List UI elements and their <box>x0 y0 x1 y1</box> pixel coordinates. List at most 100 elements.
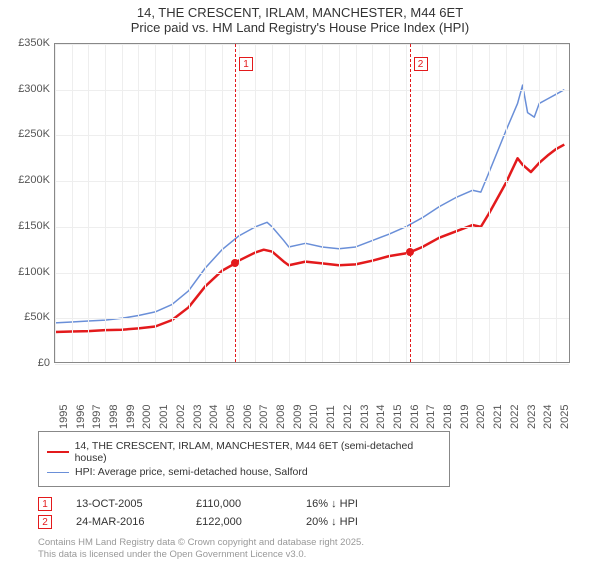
gridline-v <box>456 44 457 362</box>
gridline-v <box>439 44 440 362</box>
line-series-svg <box>55 44 569 362</box>
gridline-v <box>105 44 106 362</box>
legend-item: 14, THE CRESCENT, IRLAM, MANCHESTER, M44… <box>47 440 441 464</box>
gridline-v <box>389 44 390 362</box>
y-tick-label: £250K <box>0 128 50 140</box>
x-tick-label: 2011 <box>325 405 337 429</box>
y-tick-label: £350K <box>0 37 50 49</box>
x-tick-label: 2017 <box>425 405 437 429</box>
gridline-v <box>523 44 524 362</box>
x-tick-label: 2012 <box>342 405 354 429</box>
event-row-diff: 16% ↓ HPI <box>306 498 406 510</box>
gridline-v <box>489 44 490 362</box>
gridline-v <box>138 44 139 362</box>
y-tick-label: £0 <box>0 357 50 369</box>
gridline-h <box>55 44 569 45</box>
gridline-v <box>305 44 306 362</box>
legend-swatch <box>47 472 69 473</box>
y-tick-label: £200K <box>0 174 50 186</box>
series-line <box>55 145 564 332</box>
legend-label: HPI: Average price, semi-detached house,… <box>75 466 308 478</box>
gridline-v <box>506 44 507 362</box>
event-row: 1 13-OCT-2005£110,00016% ↓ HPI <box>38 497 590 511</box>
x-tick-label: 2010 <box>308 405 320 429</box>
chart-title-line2: Price paid vs. HM Land Registry's House … <box>10 20 590 35</box>
x-tick-label: 2004 <box>208 405 220 429</box>
event-row-price: £110,000 <box>196 498 306 510</box>
x-tick-label: 2006 <box>242 405 254 429</box>
gridline-v <box>272 44 273 362</box>
x-tick-label: 2022 <box>509 405 521 429</box>
events-table: 1 13-OCT-2005£110,00016% ↓ HPI 2 24-MAR-201… <box>38 497 590 529</box>
event-line <box>235 44 236 362</box>
x-tick-label: 2007 <box>258 405 270 429</box>
event-row-marker: 1 <box>38 497 52 511</box>
chart-titles: 14, THE CRESCENT, IRLAM, MANCHESTER, M44… <box>10 5 590 35</box>
gridline-v <box>339 44 340 362</box>
y-tick-label: £50K <box>0 311 50 323</box>
y-tick-label: £300K <box>0 83 50 95</box>
gridline-v <box>88 44 89 362</box>
x-tick-label: 1999 <box>125 405 137 429</box>
gridline-v <box>422 44 423 362</box>
event-row-price: £122,000 <box>196 516 306 528</box>
gridline-v <box>239 44 240 362</box>
legend-swatch <box>47 451 69 453</box>
x-tick-label: 2019 <box>459 405 471 429</box>
gridline-h <box>55 227 569 228</box>
gridline-v <box>539 44 540 362</box>
event-row-date: 24-MAR-2016 <box>76 516 196 528</box>
gridline-v <box>406 44 407 362</box>
gridline-v <box>189 44 190 362</box>
x-tick-label: 2002 <box>175 405 187 429</box>
y-tick-label: £150K <box>0 220 50 232</box>
event-row: 2 24-MAR-2016£122,00020% ↓ HPI <box>38 515 590 529</box>
legend-label: 14, THE CRESCENT, IRLAM, MANCHESTER, M44… <box>75 440 441 464</box>
event-row-date: 13-OCT-2005 <box>76 498 196 510</box>
footer-attribution: Contains HM Land Registry data © Crown c… <box>38 537 590 562</box>
gridline-h <box>55 181 569 182</box>
event-marker: 2 <box>414 57 428 71</box>
plot-area: £0£50K£100K£150K£200K£250K£300K£350K 12 … <box>14 43 570 393</box>
x-tick-label: 2018 <box>442 405 454 429</box>
plot-inner: 12 <box>54 43 570 363</box>
gridline-v <box>556 44 557 362</box>
gridline-v <box>122 44 123 362</box>
gridline-v <box>255 44 256 362</box>
footer-line1: Contains HM Land Registry data © Crown c… <box>38 537 590 549</box>
gridline-h <box>55 364 569 365</box>
event-row-marker: 2 <box>38 515 52 529</box>
gridline-v <box>155 44 156 362</box>
sale-point-marker <box>231 259 239 267</box>
gridline-h <box>55 135 569 136</box>
gridline-v <box>222 44 223 362</box>
gridline-v <box>322 44 323 362</box>
x-tick-label: 2025 <box>559 405 571 429</box>
sale-point-marker <box>406 248 414 256</box>
chart-title-line1: 14, THE CRESCENT, IRLAM, MANCHESTER, M44… <box>10 5 590 20</box>
x-tick-label: 1995 <box>58 405 70 429</box>
x-tick-label: 2003 <box>192 405 204 429</box>
x-tick-label: 2008 <box>275 405 287 429</box>
gridline-h <box>55 273 569 274</box>
legend-item: HPI: Average price, semi-detached house,… <box>47 466 441 478</box>
event-row-diff: 20% ↓ HPI <box>306 516 406 528</box>
y-tick-label: £100K <box>0 266 50 278</box>
gridline-v <box>372 44 373 362</box>
gridline-v <box>72 44 73 362</box>
gridline-v <box>289 44 290 362</box>
event-line <box>410 44 411 362</box>
x-tick-label: 1997 <box>91 405 103 429</box>
event-marker: 1 <box>239 57 253 71</box>
gridline-h <box>55 318 569 319</box>
x-tick-label: 2015 <box>392 405 404 429</box>
chart-figure: 14, THE CRESCENT, IRLAM, MANCHESTER, M44… <box>0 0 600 560</box>
gridline-v <box>472 44 473 362</box>
series-line <box>55 85 564 323</box>
gridline-v <box>172 44 173 362</box>
legend: 14, THE CRESCENT, IRLAM, MANCHESTER, M44… <box>38 431 450 487</box>
x-tick-label: 2024 <box>542 405 554 429</box>
x-tick-label: 2009 <box>292 405 304 429</box>
gridline-v <box>205 44 206 362</box>
x-tick-label: 2020 <box>475 405 487 429</box>
